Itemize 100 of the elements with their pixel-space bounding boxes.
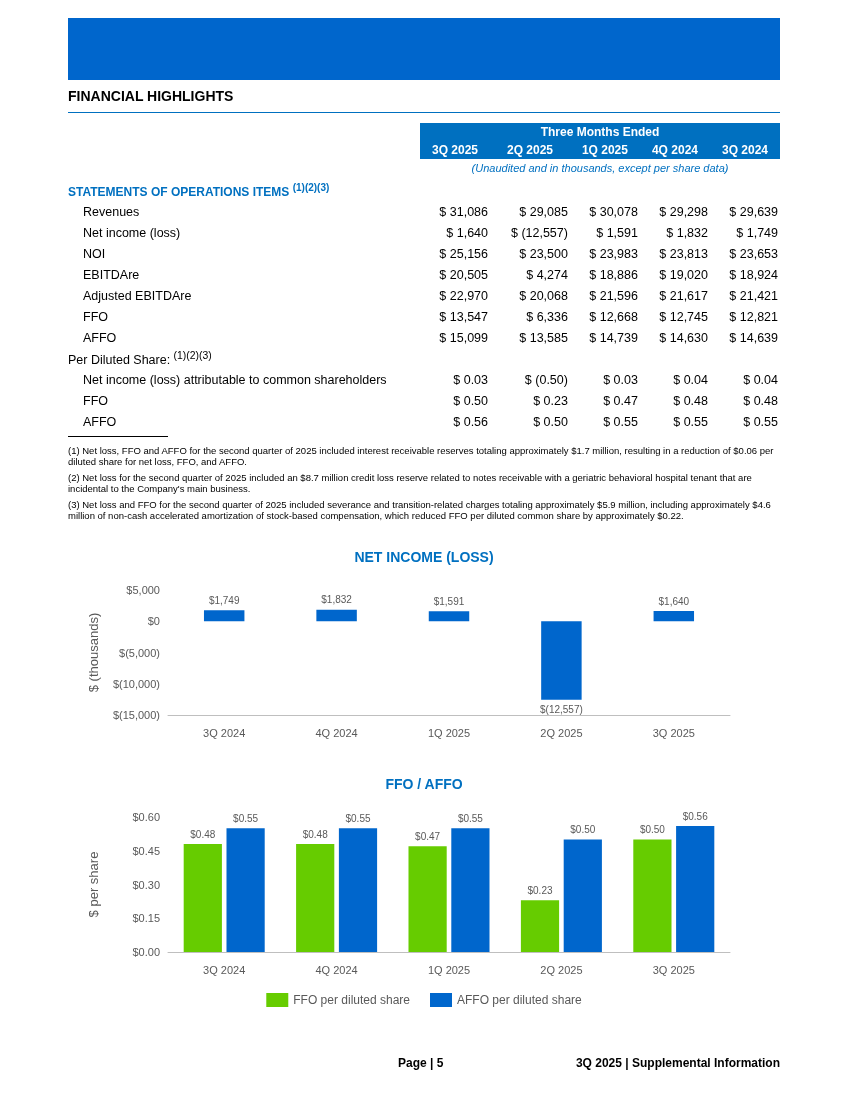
data-label: $ 25,156 <box>439 246 489 261</box>
category-label: Revenues <box>82 203 141 221</box>
bar <box>676 826 715 952</box>
x-tick-label: 1Q 2025 <box>427 963 471 976</box>
data-label: $0.47 <box>415 830 441 842</box>
y-tick-label: $0.00 <box>132 946 160 958</box>
data-label: $ 29,085 <box>519 204 568 219</box>
category-label: AFFO <box>82 329 118 347</box>
category-label: Per Diluted Share: $^{(1)(2)(3)}$ <box>68 348 213 369</box>
category-label: Adjusted EBITDAre <box>82 287 193 305</box>
text: 3Q 2025 <box>420 141 491 159</box>
category-label: Net income (loss) <box>82 224 182 242</box>
bar <box>296 844 335 952</box>
data-label: $ 22,970 <box>439 288 489 303</box>
x-tick-label: 3Q 2024 <box>203 726 246 739</box>
data-label: $0.23 <box>527 884 553 896</box>
data-label: $(12,557) <box>539 704 583 716</box>
data-label: $ 1,640 <box>446 225 489 240</box>
data-label: $ 12,821 <box>729 309 778 324</box>
data-label: $ 21,421 <box>729 288 778 303</box>
bar <box>451 828 490 952</box>
text: 4Q 2024 <box>639 141 710 159</box>
data-label: $ 0.48 <box>673 393 708 408</box>
data-label: $ 12,668 <box>589 309 638 324</box>
legend-label: FFO per diluted share <box>293 993 411 1007</box>
y-tick-label: $(15,000) <box>112 709 160 721</box>
data-label: $ 13,585 <box>519 330 568 345</box>
bar <box>408 846 447 952</box>
data-label: $ 20,505 <box>439 267 489 282</box>
text: (Unaudited and in thousands, except per share data) <box>470 161 730 176</box>
data-label: $ 29,298 <box>659 204 708 219</box>
bar <box>183 844 222 952</box>
data-label: $1,640 <box>658 595 690 607</box>
bar <box>226 828 265 952</box>
y-tick-label: $5,000 <box>126 584 160 596</box>
x-tick-label: 2Q 2025 <box>540 726 583 739</box>
data-label: $ 23,813 <box>659 246 708 261</box>
data-label: $ 0.50 <box>533 414 568 429</box>
data-label: $1,832 <box>321 594 353 606</box>
data-label: $0.48 <box>302 828 329 840</box>
data-label: $1,591 <box>433 595 465 607</box>
data-label: $ 6,336 <box>526 309 568 324</box>
data-label: $ 12,745 <box>659 309 708 324</box>
bar <box>563 839 602 952</box>
data-label: $ 0.03 <box>453 372 489 387</box>
bar <box>428 611 470 622</box>
data-label: $ 0.23 <box>533 393 568 408</box>
y-tick-label: $0.15 <box>132 912 160 925</box>
text: 2Q 2025 <box>490 141 570 159</box>
legend-label: AFFO per diluted share <box>457 993 583 1007</box>
data-label: $0.55 <box>457 812 484 824</box>
y-axis-title: $ (thousands) <box>86 612 101 693</box>
text: 3Q 2025 | Supplemental Information <box>575 1056 780 1070</box>
data-label: $ 20,068 <box>519 288 568 303</box>
y-tick-label: $(5,000) <box>119 646 160 659</box>
data-label: $ 0.55 <box>603 414 638 429</box>
data-label: $ 23,983 <box>589 246 638 261</box>
data-label: $ 0.04 <box>743 372 778 387</box>
data-label: $ (0.50) <box>524 372 568 387</box>
data-label: $ 23,653 <box>729 246 778 261</box>
category-label: FFO <box>82 308 109 326</box>
chart-title: FFO / AFFO <box>385 776 463 792</box>
data-label: $ 1,591 <box>596 225 638 240</box>
bar <box>338 828 378 952</box>
category-label: Net income (loss) attributable to common shareholders <box>82 371 388 389</box>
y-tick-label: $0.30 <box>132 878 160 891</box>
data-label: $0.56 <box>682 810 709 822</box>
data-label: $0.50 <box>570 824 596 835</box>
data-label: $ 29,639 <box>729 204 778 219</box>
text: Three Months Ended <box>420 123 780 141</box>
bar <box>653 611 695 622</box>
data-label: $ 0.03 <box>603 372 638 387</box>
data-label: $0.55 <box>233 812 259 824</box>
data-label: $0.50 <box>639 824 666 835</box>
data-label: $ 0.55 <box>743 414 778 429</box>
data-label: $0.55 <box>345 812 371 824</box>
category-label: STATEMENTS OF OPERATIONS ITEMS $^{(1)(2)(3)}$ <box>68 181 331 201</box>
x-tick-label: 2Q 2025 <box>540 963 583 976</box>
data-label: $ 14,739 <box>589 330 638 345</box>
bar <box>316 609 357 622</box>
y-axis-title: $ per share <box>86 851 101 918</box>
data-label: $ 1,749 <box>736 225 778 240</box>
data-label: $ 4,274 <box>526 267 568 282</box>
x-tick-label: 3Q 2025 <box>652 963 695 976</box>
data-label: $ 21,596 <box>589 288 638 303</box>
x-tick-label: 1Q 2025 <box>427 726 471 739</box>
y-tick-label: $0.45 <box>132 844 160 857</box>
data-label: $ 15,099 <box>439 330 489 345</box>
bar <box>203 610 245 622</box>
category-label: FFO <box>82 392 109 410</box>
bar <box>633 839 672 952</box>
data-label: $1,749 <box>208 594 240 606</box>
data-label: $ (12,557) <box>510 225 568 240</box>
data-label: $ 19,020 <box>659 267 708 282</box>
y-tick-label: $0.60 <box>132 811 160 823</box>
data-label: $ 0.48 <box>743 393 778 408</box>
data-label: $ 0.50 <box>453 393 489 408</box>
data-label: $ 30,078 <box>589 204 638 219</box>
text: 3Q 2024 <box>709 141 780 159</box>
data-label: $ 23,500 <box>519 246 568 261</box>
